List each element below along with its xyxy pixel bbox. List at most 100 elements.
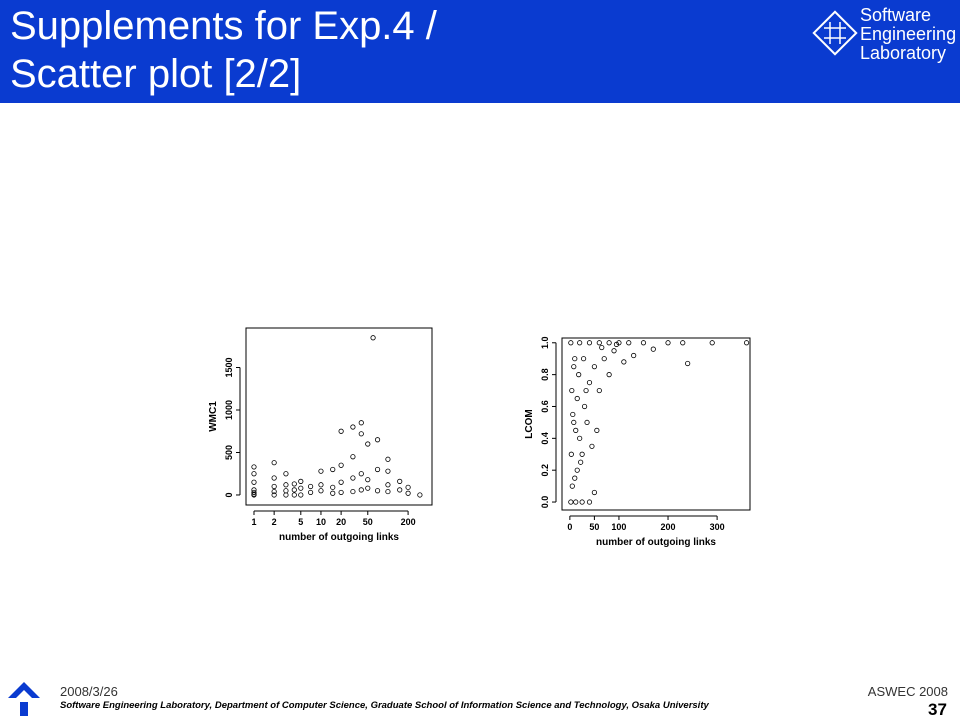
logo-line: Engineering <box>860 24 957 44</box>
point <box>586 379 593 386</box>
point <box>568 499 574 505</box>
point <box>571 364 577 370</box>
point <box>591 489 597 496</box>
point <box>709 340 715 346</box>
point <box>385 456 391 462</box>
point <box>370 335 376 341</box>
point <box>358 431 364 437</box>
footer-event: ASWEC 2008 <box>867 684 948 699</box>
point <box>318 488 324 494</box>
point <box>680 340 686 346</box>
point <box>601 356 607 362</box>
point <box>283 482 289 488</box>
footer-date: 2008/3/26 <box>60 684 118 699</box>
point <box>307 483 314 490</box>
title-line: Supplements for Exp.4 / <box>10 4 437 48</box>
point <box>298 492 304 498</box>
point <box>640 340 647 346</box>
point <box>338 428 344 434</box>
logo-line: Laboratory <box>860 43 947 63</box>
y-tick-label: 500 <box>224 445 234 460</box>
x-tick-label: 50 <box>363 517 373 527</box>
logo-icon <box>812 10 858 56</box>
y-tick-label: 1.0 <box>540 337 550 350</box>
point <box>569 387 575 394</box>
point <box>583 387 589 394</box>
point <box>330 466 336 473</box>
logo-line: Software <box>860 5 932 25</box>
point <box>291 492 297 498</box>
point <box>338 479 344 485</box>
point <box>374 466 381 473</box>
y-tick-label: 1000 <box>224 400 234 420</box>
y-tick-label: 1500 <box>224 357 234 377</box>
point <box>606 372 612 378</box>
point <box>577 340 583 346</box>
plot-box <box>245 327 433 506</box>
plot-box <box>561 337 751 511</box>
point <box>283 471 289 477</box>
point <box>569 483 575 489</box>
y-tick-label: 0.8 <box>540 368 550 381</box>
point <box>298 485 304 491</box>
point <box>283 492 289 498</box>
x-tick-label: 50 <box>589 522 599 532</box>
point <box>417 492 423 498</box>
point <box>574 467 580 473</box>
point <box>606 340 612 346</box>
x-tick-label: 300 <box>710 522 725 532</box>
point <box>579 499 585 505</box>
point <box>568 340 574 346</box>
x-tick-label: 5 <box>298 517 303 527</box>
point <box>330 490 336 496</box>
x-tick-label: 200 <box>401 517 416 527</box>
point <box>576 372 582 378</box>
point <box>573 499 579 505</box>
point <box>251 471 257 477</box>
point <box>298 478 304 484</box>
point <box>271 460 277 466</box>
x-axis-label: number of outgoing links <box>279 532 399 543</box>
y-tick-label: 0.2 <box>540 464 550 477</box>
point <box>330 484 336 490</box>
point <box>570 411 576 418</box>
point <box>385 468 391 474</box>
x-tick-label: 0 <box>567 522 572 532</box>
x-axis-label: number of outgoing links <box>596 537 716 548</box>
point <box>350 424 356 430</box>
point <box>251 479 257 485</box>
point <box>572 475 578 481</box>
point <box>626 340 632 346</box>
point <box>271 488 277 495</box>
point <box>621 359 627 365</box>
point <box>581 403 588 410</box>
header-bar: Supplements for Exp.4 /Scatter plot [2/2… <box>0 0 960 103</box>
point <box>338 462 344 468</box>
point <box>596 340 602 346</box>
point <box>584 419 590 426</box>
point <box>613 341 620 347</box>
point <box>358 471 364 477</box>
point <box>307 489 314 496</box>
y-axis-label: LCOM <box>524 409 535 438</box>
point <box>591 364 597 370</box>
point <box>365 477 371 483</box>
point <box>365 485 371 491</box>
title-line: Scatter plot [2/2] <box>10 52 302 96</box>
point <box>251 464 257 470</box>
point <box>685 360 691 367</box>
x-tick-label: 1 <box>251 517 256 527</box>
point <box>318 482 324 488</box>
y-tick-label: 0.6 <box>540 400 550 413</box>
point <box>251 489 257 496</box>
point <box>350 475 356 481</box>
x-tick-label: 2 <box>272 517 277 527</box>
point <box>405 490 411 496</box>
point <box>283 488 289 494</box>
point <box>365 441 371 447</box>
point <box>579 451 585 457</box>
point <box>385 482 391 488</box>
point <box>586 340 593 346</box>
point <box>358 420 364 426</box>
